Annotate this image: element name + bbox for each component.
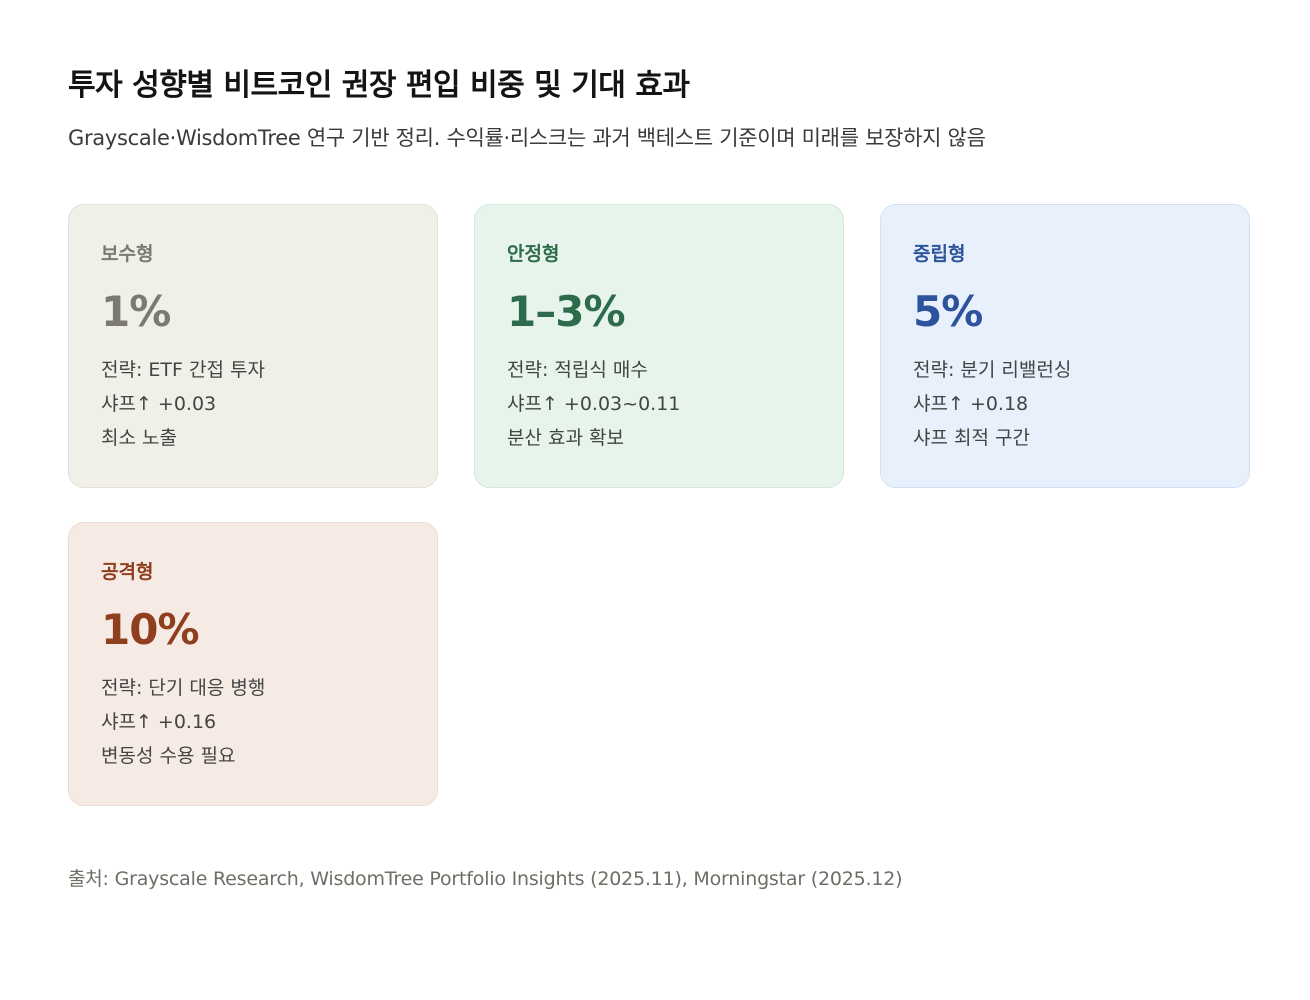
card-strategy: 전략: 단기 대응 병행	[101, 677, 266, 699]
source-note: 출처: Grayscale Research, WisdomTree Portf…	[68, 868, 903, 890]
card-label: 보수형	[101, 243, 154, 265]
card-value: 10%	[101, 605, 200, 654]
card-sharpe: 샤프↑ +0.03	[101, 393, 217, 415]
card-note: 샤프 최적 구간	[913, 427, 1030, 449]
card-label: 안정형	[507, 243, 560, 265]
card-label: 공격형	[101, 561, 154, 583]
card-value: 1–3%	[507, 287, 626, 336]
card-sharpe: 샤프↑ +0.18	[913, 393, 1029, 415]
page-title: 투자 성향별 비트코인 권장 편입 비중 및 기대 효과	[68, 68, 690, 103]
card-label: 중립형	[913, 243, 966, 265]
card-note: 최소 노출	[101, 427, 177, 449]
card-strategy: 전략: 적립식 매수	[507, 359, 648, 381]
card-sharpe: 샤프↑ +0.16	[101, 711, 217, 733]
card-note: 변동성 수용 필요	[101, 745, 236, 767]
card-stable: 안정형 1–3% 전략: 적립식 매수 샤프↑ +0.03~0.11 분산 효과…	[474, 204, 844, 488]
card-sharpe: 샤프↑ +0.03~0.11	[507, 393, 681, 415]
card-strategy: 전략: 분기 리밸런싱	[913, 359, 1072, 381]
card-aggressive: 공격형 10% 전략: 단기 대응 병행 샤프↑ +0.16 변동성 수용 필요	[68, 522, 438, 806]
card-conservative: 보수형 1% 전략: ETF 간접 투자 샤프↑ +0.03 최소 노출	[68, 204, 438, 488]
card-value: 1%	[101, 287, 171, 336]
card-neutral: 중립형 5% 전략: 분기 리밸런싱 샤프↑ +0.18 샤프 최적 구간	[880, 204, 1250, 488]
card-value: 5%	[913, 287, 983, 336]
page-subtitle: Grayscale·WisdomTree 연구 기반 정리. 수익률·리스크는 …	[68, 126, 986, 150]
card-note: 분산 효과 확보	[507, 427, 624, 449]
card-strategy: 전략: ETF 간접 투자	[101, 359, 265, 381]
